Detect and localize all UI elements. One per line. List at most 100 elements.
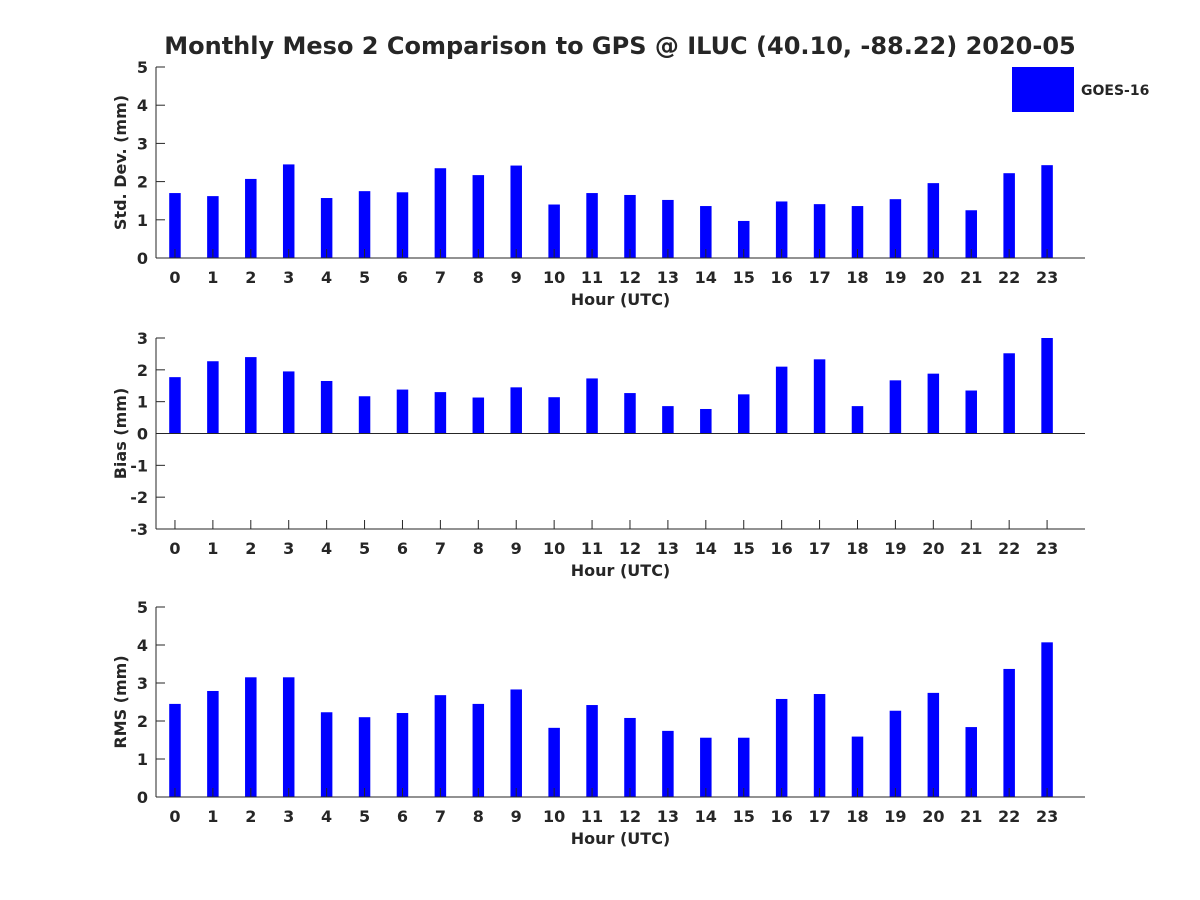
std_dev-bar-hour-1 [207,196,219,258]
bias-x-tick-label: 20 [922,539,944,558]
bias-x-tick-label: 3 [283,539,294,558]
bias-x-tick-label: 18 [846,539,868,558]
bias-y-tick-label: 0 [137,425,148,444]
std_dev-x-tick-label: 11 [581,268,603,287]
rms-bar-hour-3 [282,677,295,797]
rms-bar-hour-1 [207,690,219,797]
bias-bar-hour-15 [737,394,750,434]
rms-x-tick-label: 19 [884,807,906,826]
rms-x-tick-label: 23 [1036,807,1058,826]
rms-bar-hour-13 [662,730,674,797]
legend: GOES-16 [1012,67,1149,112]
std_dev-bar-hour-6 [396,192,409,258]
bias-y-tick-label: -1 [130,456,148,475]
rms-bar-hour-10 [548,727,560,797]
legend-swatch-goes-16 [1012,67,1074,112]
bias-bar-hour-1 [207,361,219,434]
rms-y-tick-label: 5 [137,598,148,617]
bias-bar-hour-11 [586,378,598,434]
std_dev-x-tick-label: 16 [771,268,793,287]
rms-x-tick-label: 13 [657,807,679,826]
bias-x-tick-label: 4 [321,539,332,558]
bias-y-tick-label: 2 [137,361,148,380]
std_dev-y-tick-label: 1 [137,211,148,230]
std_dev-x-tick-label: 19 [884,268,906,287]
std_dev-bar-hour-23 [1041,165,1053,258]
rms-bar-hour-11 [586,705,598,797]
rms-bar-hour-20 [927,692,940,797]
bias-y-axis-label: Bias (mm) [111,388,130,480]
std_dev-bar-hour-11 [586,193,598,258]
chart-title: Monthly Meso 2 Comparison to GPS @ ILUC … [164,32,1075,60]
std_dev-bar-hour-12 [624,194,636,258]
bias-bar-hour-8 [472,397,485,434]
rms-bar-hour-21 [965,727,977,797]
bias-bar-hour-9 [510,387,522,434]
bias-y-tick-label: 3 [137,329,148,348]
rms-x-tick-label: 15 [733,807,755,826]
bias-bar-hour-2 [245,357,257,434]
rms-bar-hour-4 [320,712,333,797]
std_dev-bar-hour-18 [851,206,864,258]
std_dev-x-tick-label: 21 [960,268,982,287]
bias-bar-hour-13 [662,406,674,434]
bias-bar-hour-0 [169,377,181,434]
rms-y-tick-label: 2 [137,712,148,731]
std_dev-x-tick-label: 20 [922,268,944,287]
std_dev-y-tick-label: 5 [137,58,148,77]
std_dev-x-axis-label: Hour (UTC) [571,290,671,309]
rms-bar-hour-15 [737,737,750,797]
bias-x-tick-label: 8 [473,539,484,558]
std_dev-bar-hour-21 [965,210,977,258]
legend-label-goes-16: GOES-16 [1081,83,1149,99]
std_dev-y-tick-label: 3 [137,134,148,153]
std_dev-bar-hour-8 [472,175,485,258]
rms-bar-hour-19 [889,710,902,797]
std_dev-bar-hour-0 [169,193,181,258]
bias-bar-hour-14 [700,408,712,434]
std_dev-bar-hour-15 [737,220,750,258]
rms-x-tick-label: 4 [321,807,332,826]
bias-bar-hour-10 [548,397,560,434]
std_dev-y-axis-label: Std. Dev. (mm) [111,95,130,230]
std_dev-x-tick-label: 0 [169,268,180,287]
rms-x-tick-label: 10 [543,807,565,826]
std_dev-y-tick-label: 2 [137,173,148,192]
rms-x-tick-label: 12 [619,807,641,826]
rms-x-tick-label: 3 [283,807,294,826]
std_dev-x-tick-label: 5 [359,268,370,287]
rms-bar-hour-18 [851,736,864,797]
rms-x-tick-label: 16 [771,807,793,826]
std_dev-bar-hour-7 [434,168,447,258]
std_dev-x-tick-label: 3 [283,268,294,287]
rms-y-tick-label: 3 [137,674,148,693]
bias-x-tick-label: 16 [771,539,793,558]
rms-x-tick-label: 11 [581,807,603,826]
bias-x-tick-label: 21 [960,539,982,558]
std_dev-bar-hour-2 [245,178,257,258]
std_dev-bar-hour-16 [775,201,788,258]
bias-x-tick-label: 2 [245,539,256,558]
std_dev-x-tick-label: 22 [998,268,1020,287]
bias-bar-hour-19 [889,380,902,434]
rms-y-tick-label: 4 [137,636,148,655]
std_dev-x-tick-label: 17 [808,268,830,287]
std_dev-x-tick-label: 1 [207,268,218,287]
bias-bar-hour-16 [775,366,788,434]
bias-x-tick-label: 12 [619,539,641,558]
bias-bar-hour-6 [396,389,409,434]
bias-y-tick-label: -3 [130,520,148,539]
bias-x-tick-label: 6 [397,539,408,558]
bias-x-tick-label: 5 [359,539,370,558]
bias-x-axis-label: Hour (UTC) [571,561,671,580]
rms-x-tick-label: 21 [960,807,982,826]
rms-y-tick-label: 1 [137,750,148,769]
rms-x-tick-label: 0 [169,807,180,826]
bias-x-tick-label: 9 [511,539,522,558]
std_dev-bar-hour-22 [1003,173,1015,258]
rms-x-tick-label: 6 [397,807,408,826]
bias-x-tick-label: 22 [998,539,1020,558]
bias-y-tick-label: -2 [130,488,148,507]
bias-bar-hour-18 [851,406,864,434]
